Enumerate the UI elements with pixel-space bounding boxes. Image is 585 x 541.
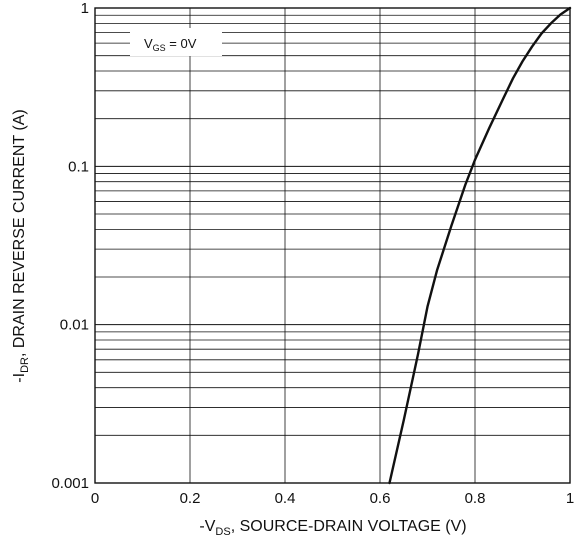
- series-curve: [388, 6, 572, 485]
- x-tick-label: 0: [91, 490, 99, 507]
- y-tick-label: 0.001: [51, 475, 89, 492]
- y-tick-labels: 0.001 0.01 0.1 1: [51, 0, 89, 492]
- x-tick-labels: 0 0.2 0.4 0.6 0.8 1: [91, 490, 574, 507]
- plot-frame: [94, 7, 571, 484]
- x-tick-label: 0.2: [180, 490, 201, 507]
- x-tick-label: 1: [566, 490, 574, 507]
- y-tick-label: 0.1: [68, 158, 89, 175]
- grid: [95, 8, 570, 483]
- annotation-box: VGS = 0V: [130, 28, 222, 56]
- x-tick-label: 0.6: [370, 490, 391, 507]
- x-tick-label: 0.4: [275, 490, 296, 507]
- y-axis-label: -IDR, DRAIN REVERSE CURRENT (A): [11, 109, 31, 382]
- y-tick-label: 1: [81, 0, 89, 17]
- vgs-annotation: VGS = 0V: [144, 36, 197, 53]
- x-tick-label: 0.8: [465, 490, 486, 507]
- x-axis-label: -VDS, SOURCE-DRAIN VOLTAGE (V): [199, 518, 466, 538]
- y-tick-label: 0.01: [60, 317, 89, 334]
